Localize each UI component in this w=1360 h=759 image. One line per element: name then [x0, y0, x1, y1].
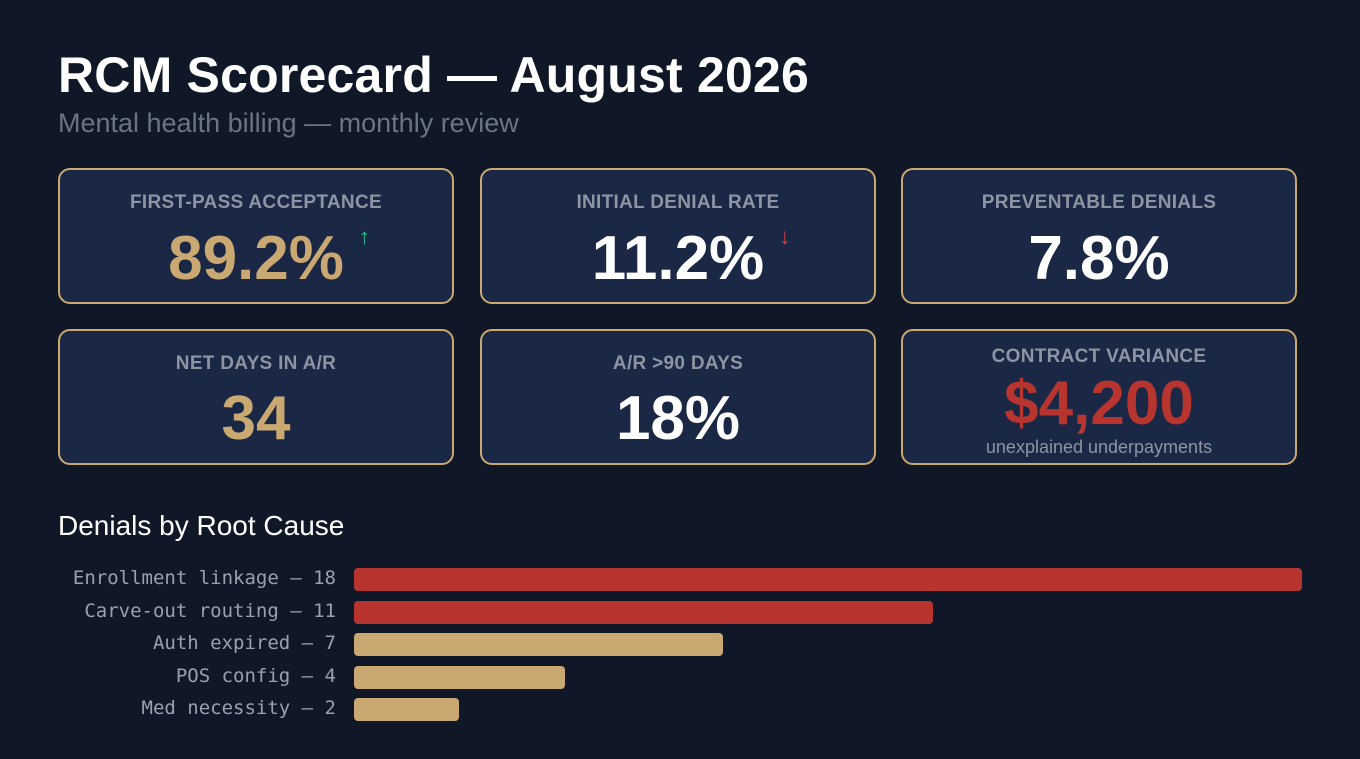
kpi-label: INITIAL DENIAL RATE: [576, 192, 780, 213]
page-subtitle: Mental health billing — monthly review: [58, 108, 519, 138]
kpi-value: 18%: [615, 384, 741, 453]
bar-label: Auth expired — 7: [152, 632, 336, 654]
kpi-label: A/R >90 DAYS: [612, 353, 744, 374]
bar-mark: [354, 698, 459, 721]
kpi-label: CONTRACT VARIANCE: [991, 346, 1207, 367]
bar-mark: [354, 633, 723, 656]
kpi-card-ar-over-90-days: A/R >90 DAYS 18%: [480, 329, 876, 465]
kpi-value: $4,200: [1004, 369, 1194, 438]
kpi-label: FIRST-PASS ACCEPTANCE: [130, 192, 382, 213]
kpi-card-preventable-denials: PREVENTABLE DENIALS 7.8%: [901, 168, 1297, 304]
bar-label: POS config — 4: [175, 664, 336, 687]
page-title: RCM Scorecard — August 2026: [58, 47, 809, 103]
kpi-card-net-days-in-ar: NET DAYS IN A/R 34: [58, 329, 454, 465]
bar-label: Enrollment linkage — 18: [72, 567, 336, 589]
kpi-card-first-pass-acceptance: FIRST-PASS ACCEPTANCE 89.2% ↑: [58, 168, 454, 304]
bar-mark: [354, 568, 1302, 591]
section-title-denials: Denials by Root Cause: [58, 510, 345, 541]
bar-mark: [354, 665, 565, 689]
kpi-value-text: 11.2%: [591, 224, 765, 293]
bar-mark: [354, 600, 933, 624]
kpi-value: 34: [221, 384, 291, 453]
kpi-card-contract-variance: CONTRACT VARIANCE $4,200 unexplained und…: [901, 329, 1297, 465]
bar-label: Med necessity — 2: [141, 697, 336, 719]
arrow-down-icon: ↓: [779, 224, 791, 249]
kpi-value: 89.2% ↑: [60, 224, 452, 290]
arrow-up-icon: ↑: [358, 224, 370, 249]
bar-label: Carve-out routing — 11: [84, 599, 336, 622]
kpi-value: 7.8%: [1028, 224, 1170, 293]
kpi-value-text: 89.2%: [168, 224, 344, 293]
kpi-label: NET DAYS IN A/R: [175, 353, 337, 374]
kpi-sublabel: unexplained underpayments: [985, 437, 1213, 457]
kpi-label: PREVENTABLE DENIALS: [981, 192, 1217, 213]
kpi-card-initial-denial-rate: INITIAL DENIAL RATE 11.2% ↓: [480, 168, 876, 304]
kpi-value: 11.2% ↓: [482, 224, 874, 290]
